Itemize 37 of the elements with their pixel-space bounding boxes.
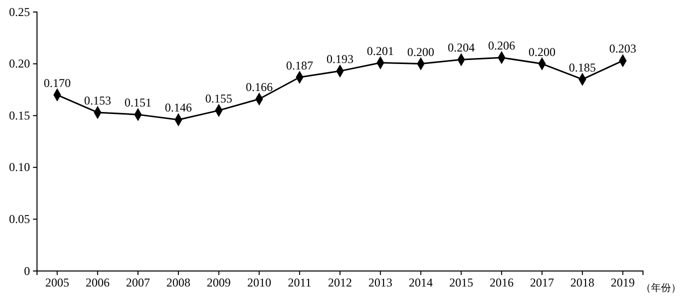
x-tick-label: 2012 [328,276,352,290]
x-tick-label: 2005 [45,276,70,290]
data-label: 0.146 [164,100,192,115]
y-tick-label: 0 [24,264,30,278]
data-label: 0.185 [568,60,596,74]
x-tick-label: 2010 [247,276,272,290]
x-tick-label: 2015 [449,276,474,290]
data-label: 0.166 [246,80,273,94]
x-tick-label: 2017 [530,276,554,290]
x-tick-label: 2016 [490,276,514,290]
data-label: 0.203 [609,42,636,56]
data-label: 0.155 [205,91,232,106]
data-label: 0.151 [124,96,152,110]
data-label: 0.193 [326,52,354,66]
data-label: 0.200 [528,44,556,59]
y-tick-label: 0.20 [9,56,30,71]
y-tick-label: 0.25 [9,4,30,19]
y-tick-label: 0.15 [9,108,30,122]
data-label: 0.201 [366,44,394,58]
x-axis-title: （年份） [641,282,681,294]
data-label: 0.204 [448,40,475,55]
x-tick-label: 2019 [610,276,635,290]
x-tick-label: 2014 [408,276,433,290]
data-label: 0.170 [44,76,71,90]
data-label: 0.153 [84,93,112,108]
x-tick-label: 2008 [166,276,190,290]
x-tick-label: 2018 [570,276,594,290]
y-tick-label: 0.05 [9,212,30,226]
x-tick-label: 2011 [288,276,312,290]
x-tick-label: 2013 [368,276,392,290]
data-label: 0.206 [488,38,516,53]
data-label: 0.187 [286,58,314,72]
y-tick-label: 0.10 [9,160,30,174]
x-tick-label: 2006 [86,276,110,290]
data-label: 0.200 [407,44,434,59]
x-tick-label: 2007 [126,276,150,290]
x-tick-label: 2009 [206,276,231,290]
